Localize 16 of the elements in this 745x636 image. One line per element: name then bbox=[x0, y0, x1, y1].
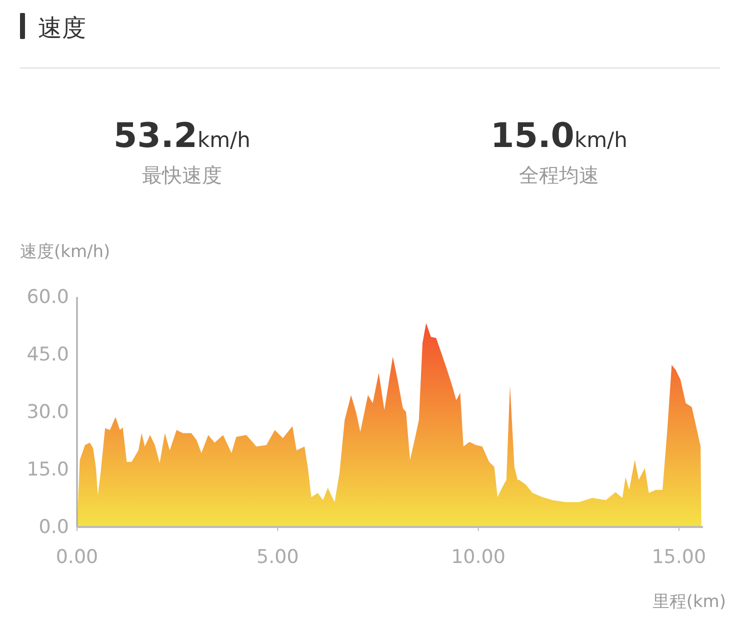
x-tick-label: 15.00 bbox=[652, 546, 706, 568]
y-tick-label: 15.0 bbox=[26, 458, 69, 480]
x-tick-label: 0.00 bbox=[56, 546, 98, 568]
y-tick-label: 60.0 bbox=[26, 286, 69, 308]
chart-title: 速度 bbox=[38, 14, 86, 42]
x-axis-title: 里程(km) bbox=[652, 592, 726, 612]
text: 53.2km/h bbox=[114, 116, 250, 156]
y-axis-title: 速度(km/h) bbox=[20, 242, 110, 262]
text: 全程均速 bbox=[519, 163, 599, 187]
x-tick-label: 10.00 bbox=[451, 546, 506, 568]
y-tick-label: 30.0 bbox=[26, 401, 69, 423]
text: 最快速度 bbox=[142, 163, 222, 187]
text: 15.0km/h bbox=[490, 116, 628, 156]
x-tick-label: 5.00 bbox=[256, 546, 299, 568]
y-tick-label: 45.0 bbox=[26, 344, 69, 366]
y-tick-label: 0.0 bbox=[38, 516, 69, 538]
